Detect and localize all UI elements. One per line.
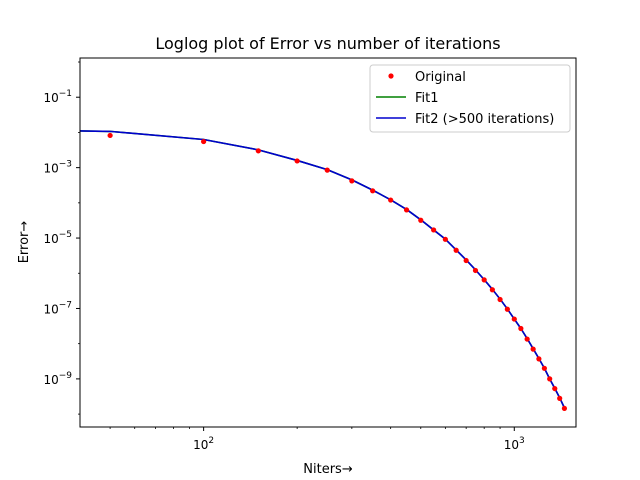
data-point <box>524 336 530 342</box>
data-point <box>370 188 376 194</box>
data-point <box>504 306 510 312</box>
plot-frame <box>79 57 577 428</box>
legend-label: Fit1 <box>415 91 439 106</box>
legend-label: Original <box>415 70 466 85</box>
data-point <box>418 217 424 223</box>
data-point <box>294 158 300 164</box>
chart-title: Loglog plot of Error vs number of iterat… <box>155 34 500 53</box>
data-point <box>403 207 410 213</box>
legend: Original Fit1 Fit2 (>500 iterations) <box>369 64 571 133</box>
series-layer <box>80 130 568 412</box>
data-point <box>536 356 542 362</box>
data-point <box>431 227 437 233</box>
legend-label: Fit2 (>500 iterations) <box>415 112 554 127</box>
data-point <box>561 405 568 412</box>
data-point <box>463 257 469 264</box>
data-point <box>442 236 448 242</box>
data-point <box>481 277 487 283</box>
data-point <box>557 395 563 401</box>
data-point <box>552 385 558 392</box>
data-point <box>453 247 459 253</box>
data-point <box>497 296 503 303</box>
data-point <box>472 267 479 274</box>
data-point <box>547 376 553 382</box>
data-point <box>511 316 517 322</box>
data-point <box>541 365 547 371</box>
legend-box <box>369 64 571 133</box>
legend-marker <box>388 73 394 79</box>
data-point <box>388 197 394 203</box>
x-axis-label: Niters→ <box>303 462 353 477</box>
data-point <box>107 132 113 139</box>
data-point <box>349 178 355 184</box>
data-point <box>489 287 495 293</box>
y-axis-label: Error→ <box>17 221 32 264</box>
data-point <box>201 138 207 145</box>
data-point <box>518 325 524 332</box>
data-point <box>530 346 536 352</box>
data-point <box>255 148 261 154</box>
data-point <box>324 167 330 173</box>
